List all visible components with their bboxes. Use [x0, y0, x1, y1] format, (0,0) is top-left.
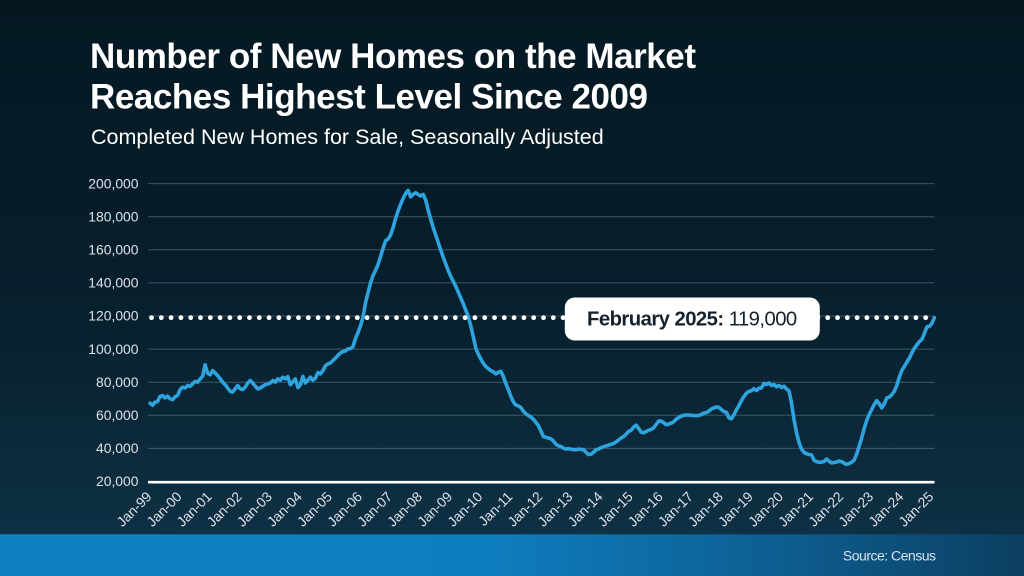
svg-text:120,000: 120,000: [88, 308, 138, 324]
svg-text:Source: Census: Source: Census: [843, 548, 936, 564]
svg-text:Number of New Homes on the Mar: Number of New Homes on the Market: [90, 37, 696, 76]
svg-text:200,000: 200,000: [88, 175, 138, 191]
svg-text:40,000: 40,000: [96, 440, 139, 456]
svg-text:180,000: 180,000: [88, 208, 138, 224]
svg-text:80,000: 80,000: [96, 374, 139, 390]
svg-text:60,000: 60,000: [96, 407, 139, 423]
svg-text:160,000: 160,000: [88, 242, 138, 258]
svg-text:100,000: 100,000: [88, 341, 138, 357]
svg-text:February 2025: 119,000: February 2025: 119,000: [587, 308, 797, 330]
svg-text:Reaches Highest Level Since 20: Reaches Highest Level Since 2009: [90, 78, 648, 117]
svg-text:20,000: 20,000: [96, 473, 139, 489]
svg-text:140,000: 140,000: [88, 275, 138, 291]
svg-text:Completed New Homes for Sale,: Completed New Homes for Sale, Seasonally…: [91, 125, 604, 149]
